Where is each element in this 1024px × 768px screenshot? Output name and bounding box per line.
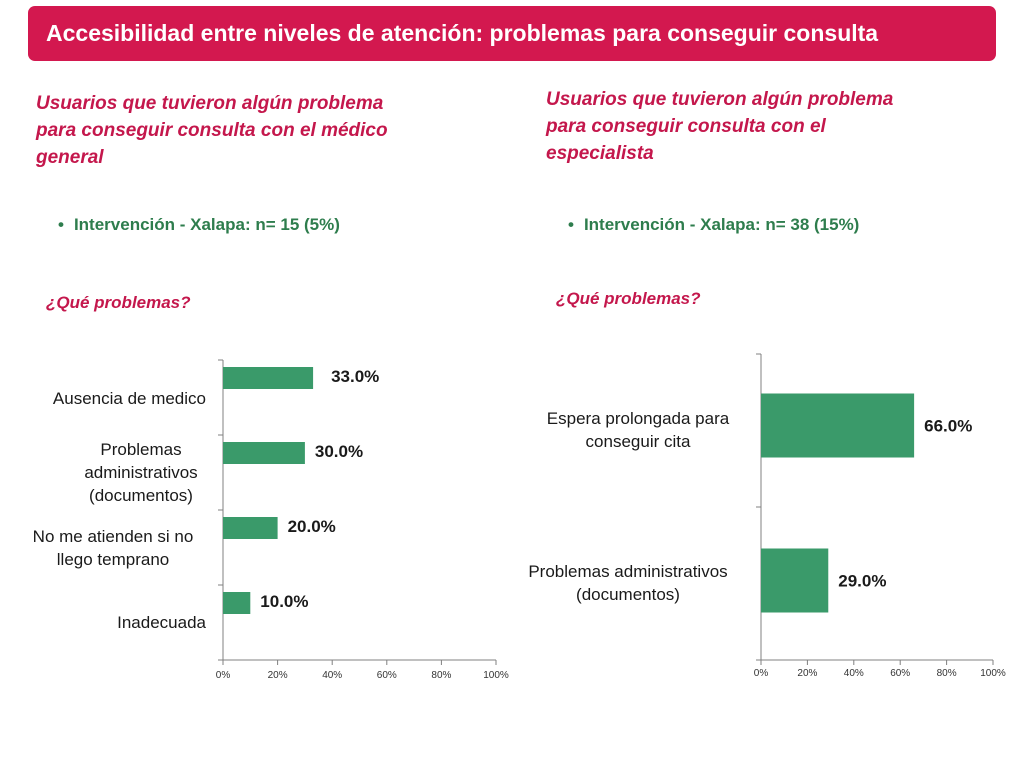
category-label-line: Inadecuada	[117, 613, 206, 632]
right-x-tick-label: 100%	[980, 668, 1006, 679]
left-category-label: Problemas administrativos (documentos)	[62, 438, 220, 507]
left-title-line: general	[36, 147, 104, 168]
left-x-tick-label: 60%	[377, 670, 397, 681]
category-label-line: administrativos	[84, 463, 198, 482]
bullet-dot-icon: •	[58, 215, 64, 234]
right-category-label: Espera prolongada para conseguir cita	[518, 407, 758, 453]
right-x-tick-label: 0%	[754, 668, 769, 679]
category-label-line: Ausencia de medico	[52, 389, 206, 408]
left-x-tick-label: 0%	[216, 670, 231, 681]
right-panel-title: Usuarios que tuvieron algún problema par…	[546, 86, 893, 167]
left-title-line: para conseguir consulta con el médico	[36, 120, 388, 141]
right-bar-value-label: 66.0%	[924, 417, 972, 436]
left-x-tick-label: 80%	[431, 670, 451, 681]
left-bar	[223, 367, 314, 389]
left-bar-value-label: 33.0%	[331, 367, 379, 386]
category-label-line: llego temprano	[56, 550, 170, 569]
left-bar-value-label: 10.0%	[260, 592, 308, 611]
right-title-line: Usuarios que tuvieron algún problema	[546, 89, 894, 110]
header-banner: Accesibilidad entre niveles de atención:…	[28, 6, 996, 61]
left-bar-value-label: 20.0%	[288, 517, 336, 536]
category-label-line: (documentos)	[576, 585, 680, 604]
right-x-tick-label: 80%	[937, 668, 957, 679]
category-label-line: Espera prolongada para	[546, 409, 730, 428]
right-x-tick-label: 20%	[797, 668, 817, 679]
right-x-tick-label: 40%	[844, 668, 864, 679]
bullet-dot-icon: •	[568, 215, 574, 234]
left-x-tick-label: 100%	[483, 670, 509, 681]
left-category-label: No me atienden si no llego temprano	[10, 525, 216, 571]
left-question: ¿Qué problemas?	[46, 293, 191, 312]
right-question: ¿Qué problemas?	[556, 289, 701, 308]
right-x-tick-label: 60%	[890, 668, 910, 679]
left-bar	[223, 592, 251, 614]
right-category-label: Problemas administrativos (documentos)	[508, 560, 748, 606]
left-bullet: • Intervención - Xalapa: n= 15 (5%)	[58, 215, 340, 235]
category-label-line: Problemas administrativos	[528, 562, 728, 581]
left-panel-title: Usuarios que tuvieron algún problema par…	[36, 90, 388, 171]
left-x-tick-label: 40%	[322, 670, 342, 681]
left-bar-value-label: 30.0%	[315, 442, 363, 461]
right-title-line: especialista	[546, 143, 654, 164]
right-bar	[761, 393, 915, 458]
left-bar	[223, 517, 278, 539]
right-title-line: para conseguir consulta con el	[546, 116, 826, 137]
left-category-label: Ausencia de medico	[53, 387, 206, 410]
category-label-line: (documentos)	[89, 486, 193, 505]
right-bar	[761, 548, 829, 613]
category-label-line: conseguir cita	[585, 432, 691, 451]
left-category-label: Inadecuada	[117, 611, 206, 634]
category-label-line: Problemas	[100, 440, 182, 459]
left-bar	[223, 442, 305, 464]
right-bullet: • Intervención - Xalapa: n= 38 (15%)	[568, 215, 859, 235]
left-x-tick-label: 20%	[268, 670, 288, 681]
left-title-line: Usuarios que tuvieron algún problema	[36, 93, 384, 114]
right-bullet-text: Intervención - Xalapa: n= 38 (15%)	[583, 215, 860, 234]
page-title: Accesibilidad entre niveles de atención:…	[46, 20, 879, 46]
category-label-line: No me atienden si no	[32, 527, 194, 546]
right-bar-value-label: 29.0%	[838, 572, 886, 591]
left-bullet-text: Intervención - Xalapa: n= 15 (5%)	[73, 215, 340, 234]
